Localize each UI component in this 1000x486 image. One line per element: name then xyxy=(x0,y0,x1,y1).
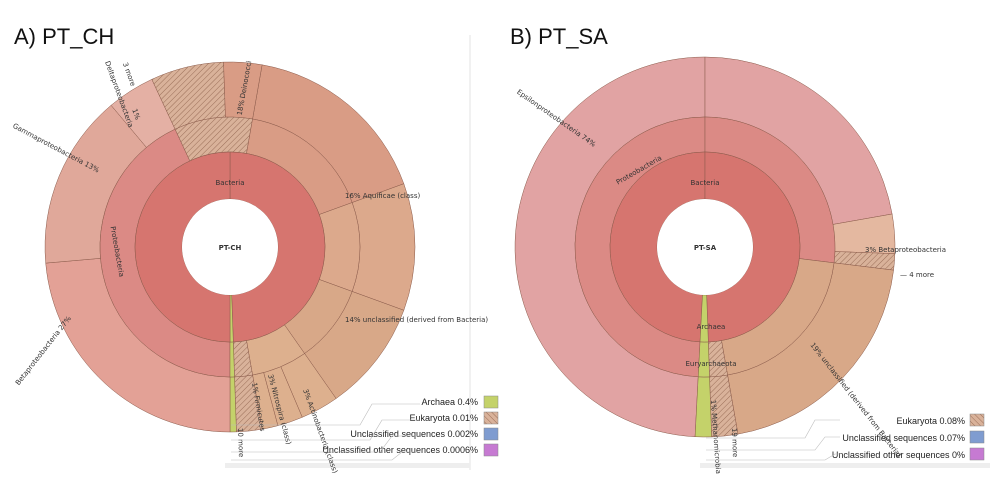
legend-swatch xyxy=(483,411,499,425)
label-19-more: 19 more xyxy=(730,428,739,458)
legend-label: Eukaryota 0.01% xyxy=(409,413,478,423)
legend-swatch xyxy=(969,447,985,461)
label-betaproteobacteria: 3% Betaproteobacteria xyxy=(865,246,946,254)
legend-item[interactable]: Eukaryota 0.01% xyxy=(409,411,499,425)
legend-label: Unclassified other sequences 0% xyxy=(832,450,965,460)
ring-aquificae[interactable] xyxy=(318,202,361,292)
label-betaproteobacteria: Betaproteobacteria 27% xyxy=(14,314,73,387)
legend-label: Archaea 0.4% xyxy=(421,397,478,407)
label-aquificae: 16% Aquificae (class) xyxy=(345,192,420,200)
leader-line xyxy=(231,451,420,461)
center-hole xyxy=(182,199,278,295)
krona-chart-a: PT-CHBacteriaProteobacteria18%Deinococci… xyxy=(11,60,488,475)
label-unclassified: 14% unclassified (derived from Bacteria) xyxy=(345,316,488,324)
legend-item[interactable]: Archaea 0.4% xyxy=(421,395,499,409)
label-4-more: — 4 more xyxy=(900,271,934,279)
ring-label-bacteria: Bacteria xyxy=(215,179,244,187)
ring-label-archaea: Archaea xyxy=(697,323,726,331)
leader-line xyxy=(231,435,420,453)
label-deltaproteobacteria-pct: 1% xyxy=(130,108,141,121)
legend-item[interactable]: Eukaryota 0.08% xyxy=(896,413,985,427)
ring-label-bacteria: Bacteria xyxy=(690,179,719,187)
legend-swatch xyxy=(969,430,985,444)
center-hole xyxy=(657,199,753,295)
panel-title-b: B) PT_SA xyxy=(510,24,608,49)
legend-label: Unclassified other sequences 0.0006% xyxy=(322,445,478,455)
center-label: PT-CH xyxy=(219,244,242,252)
slice-methanomicrobia[interactable] xyxy=(694,376,712,438)
ring-label-euryarchaeota: Euryarchaeota xyxy=(685,360,736,368)
legend-item[interactable]: Unclassified sequences 0.002% xyxy=(350,427,499,441)
legend-b: Eukaryota 0.08% Unclassified sequences 0… xyxy=(706,413,985,461)
legend-swatch xyxy=(969,413,985,427)
legend-label: Eukaryota 0.08% xyxy=(896,416,965,426)
legend-item[interactable]: Unclassified other sequences 0.0006% xyxy=(322,443,499,457)
label-3-more: 3 more xyxy=(121,61,137,87)
label-10-more: 10 more xyxy=(236,428,245,458)
label-deinococci-pct: 18% xyxy=(236,99,247,116)
legend-item[interactable]: Unclassified other sequences 0% xyxy=(832,447,985,461)
legend-label: Unclassified sequences 0.07% xyxy=(842,433,965,443)
krona-chart-b: PT-SABacteriaProteobacteriaArchaeaEuryar… xyxy=(514,56,946,474)
legend-label: Unclassified sequences 0.002% xyxy=(350,429,478,439)
leader-line xyxy=(706,453,840,461)
baseline-a xyxy=(225,463,470,468)
center-label: PT-SA xyxy=(694,244,717,252)
leader-line xyxy=(706,436,840,451)
panel-title-a: A) PT_CH xyxy=(14,24,115,49)
legend-item[interactable]: Unclassified sequences 0.07% xyxy=(842,430,985,444)
leader-line xyxy=(231,403,420,426)
legend-a: Archaea 0.4% Eukaryota 0.01% Unclassifie… xyxy=(231,395,499,461)
legend-swatch xyxy=(483,427,499,441)
baseline-b xyxy=(700,463,990,468)
slice-aquificae[interactable] xyxy=(351,183,416,311)
leader-line xyxy=(706,419,840,439)
legend-swatch xyxy=(483,395,499,409)
legend-swatch xyxy=(483,443,499,457)
leader-line xyxy=(231,419,420,441)
